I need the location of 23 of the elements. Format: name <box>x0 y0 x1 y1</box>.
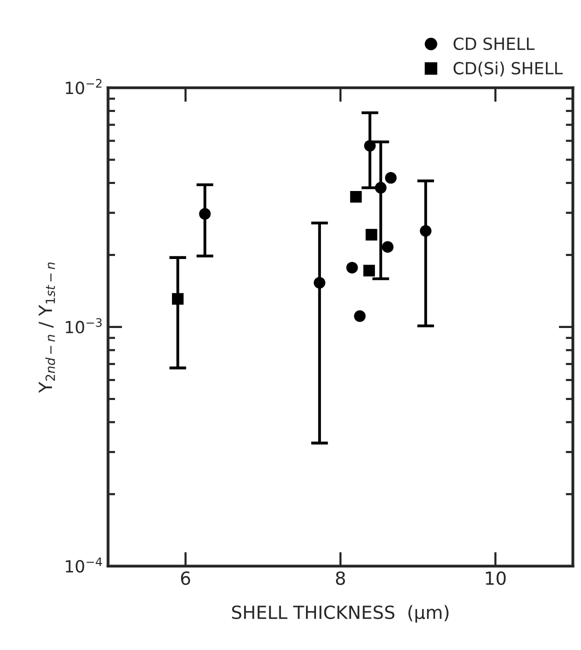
point <box>350 191 362 203</box>
point <box>382 241 394 253</box>
x-tick-label: 10 <box>486 571 506 585</box>
legend-label: CD(Si) SHELL <box>454 62 563 76</box>
x-tick-label: 6 <box>181 571 190 585</box>
x-axis-title: SHELL THICKNESS (μm) <box>232 605 448 623</box>
point <box>364 140 376 152</box>
point <box>363 264 375 276</box>
point <box>366 228 378 241</box>
point <box>420 225 432 237</box>
y-tick-label: 10$^{−2}$ <box>66 78 102 94</box>
legend-label: CD SHELL <box>454 37 535 50</box>
y-axis-title: Y$_{2nd−n}$ / Y$_{1st−n}$ <box>38 262 56 393</box>
point <box>374 182 387 194</box>
y-tick-label: 10$^{−4}$ <box>66 557 102 573</box>
point <box>172 293 184 305</box>
point <box>199 208 211 220</box>
point <box>346 262 358 274</box>
y-tick-label: 10$^{−3}$ <box>66 318 102 334</box>
point <box>314 276 326 289</box>
x-tick-label: 8 <box>336 571 345 585</box>
point <box>354 310 366 322</box>
point <box>385 172 397 184</box>
